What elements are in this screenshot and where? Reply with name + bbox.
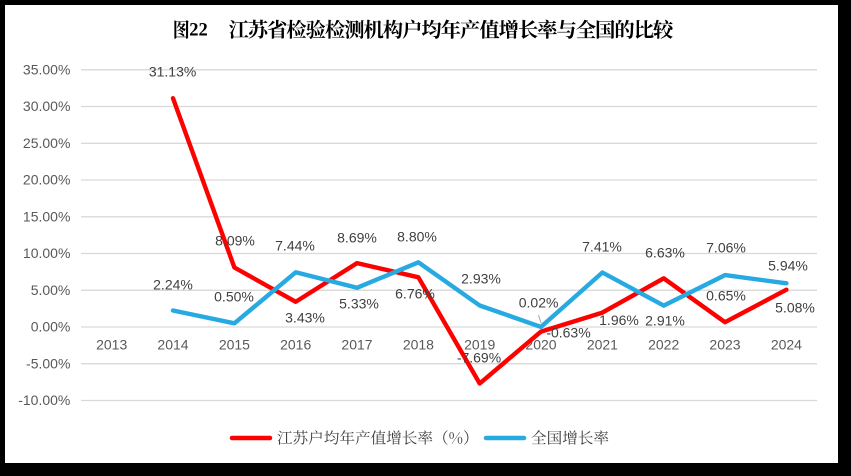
svg-text:8.69%: 8.69%: [337, 230, 377, 246]
svg-text:1.96%: 1.96%: [599, 312, 639, 328]
svg-text:2015: 2015: [219, 337, 250, 353]
svg-text:30.00%: 30.00%: [23, 98, 70, 114]
svg-text:-7.69%: -7.69%: [457, 350, 501, 366]
svg-text:7.41%: 7.41%: [582, 239, 622, 255]
svg-text:2017: 2017: [341, 337, 372, 353]
svg-text:-5.00%: -5.00%: [26, 355, 70, 371]
svg-text:0.65%: 0.65%: [706, 288, 746, 304]
svg-text:15.00%: 15.00%: [23, 209, 70, 225]
svg-text:2023: 2023: [709, 337, 740, 353]
svg-text:2.93%: 2.93%: [461, 271, 501, 287]
svg-text:-10.00%: -10.00%: [18, 392, 70, 408]
svg-text:2013: 2013: [96, 337, 127, 353]
svg-text:2014: 2014: [157, 337, 188, 353]
svg-text:7.44%: 7.44%: [275, 238, 315, 254]
svg-text:10.00%: 10.00%: [23, 245, 70, 261]
svg-text:0.50%: 0.50%: [214, 289, 254, 305]
svg-text:5.33%: 5.33%: [339, 296, 379, 312]
svg-text:2022: 2022: [648, 337, 679, 353]
svg-text:6.76%: 6.76%: [395, 286, 435, 302]
svg-text:5.94%: 5.94%: [768, 258, 808, 274]
svg-text:20.00%: 20.00%: [23, 172, 70, 188]
svg-text:5.08%: 5.08%: [775, 300, 815, 316]
svg-text:0.02%: 0.02%: [519, 295, 559, 311]
svg-text:8.80%: 8.80%: [397, 229, 437, 245]
svg-text:0.00%: 0.00%: [31, 319, 71, 335]
svg-text:2.91%: 2.91%: [645, 313, 685, 329]
svg-text:35.00%: 35.00%: [23, 62, 70, 78]
svg-text:6.63%: 6.63%: [645, 245, 685, 261]
svg-text:2021: 2021: [587, 337, 618, 353]
svg-text:31.13%: 31.13%: [149, 64, 196, 80]
svg-text:3.43%: 3.43%: [285, 310, 325, 326]
svg-text:2024: 2024: [771, 337, 802, 353]
svg-text:5.00%: 5.00%: [31, 282, 71, 298]
svg-text:2.24%: 2.24%: [153, 277, 193, 293]
svg-text:2019: 2019: [464, 337, 495, 353]
svg-text:2018: 2018: [403, 337, 434, 353]
svg-text:-0.63%: -0.63%: [546, 325, 590, 341]
svg-text:22: 22: [189, 21, 208, 41]
svg-text:2016: 2016: [280, 337, 311, 353]
svg-text:8.09%: 8.09%: [215, 233, 255, 249]
svg-text:7.06%: 7.06%: [706, 240, 746, 256]
svg-text:25.00%: 25.00%: [23, 135, 70, 151]
